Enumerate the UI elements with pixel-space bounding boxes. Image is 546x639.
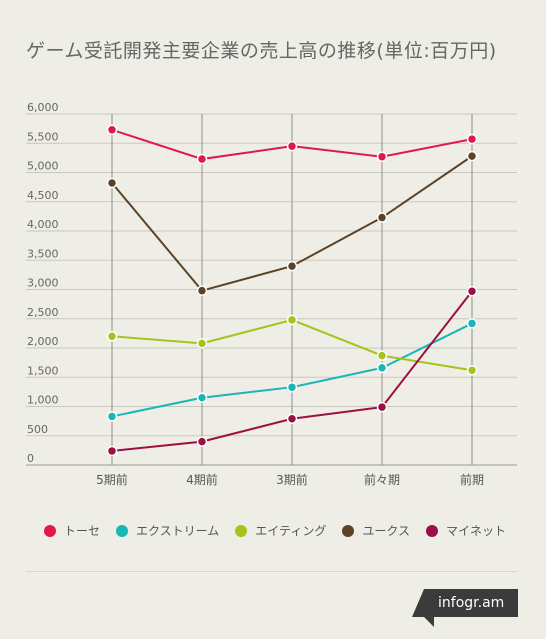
chart-legend: トーセ エクストリーム エイティング ユークス マイネット — [44, 522, 522, 539]
legend-item[interactable]: トーセ — [44, 522, 100, 539]
y-tick-label: 4,500 — [27, 189, 59, 202]
x-tick-label: 3期前 — [276, 472, 308, 487]
data-point — [106, 124, 118, 136]
data-point — [466, 286, 478, 297]
data-point — [106, 411, 118, 422]
legend-dot-icon — [425, 524, 438, 537]
y-tick-label: 0 — [27, 452, 34, 465]
data-point — [196, 392, 208, 403]
y-tick-label: 1,500 — [27, 364, 59, 377]
line-chart: 0 500 1,000 1,500 2,000 2,500 3,000 3,500 4,000 4… — [26, 101, 517, 487]
y-tick-label: 3,000 — [27, 277, 59, 290]
data-point — [286, 413, 298, 425]
data-point — [196, 338, 208, 349]
x-tick-label: 4期前 — [186, 472, 218, 487]
data-point — [106, 445, 118, 457]
y-tick-label: 5,000 — [27, 160, 59, 173]
legend-dot-icon — [235, 524, 248, 537]
y-tick-label: 500 — [27, 423, 48, 436]
legend-label: ユークス — [362, 524, 410, 538]
data-point — [376, 350, 388, 361]
legend-label: マイネット — [445, 524, 506, 538]
data-point — [286, 140, 298, 152]
data-point — [376, 362, 388, 374]
x-tick-label: 前期 — [460, 472, 484, 487]
y-tick-label: 2,000 — [27, 335, 59, 348]
data-point — [466, 133, 478, 145]
y-tick-label: 6,000 — [27, 101, 59, 114]
legend-label: エクストリーム — [136, 524, 220, 538]
badge-tail-icon — [424, 617, 434, 627]
legend-label: トーセ — [64, 524, 101, 538]
data-point — [466, 318, 478, 329]
data-point — [376, 212, 388, 223]
x-tick-label: 前々期 — [364, 472, 400, 487]
legend-dot-icon — [44, 524, 56, 537]
data-point — [286, 381, 298, 393]
data-point — [376, 401, 388, 413]
data-point — [466, 364, 478, 376]
data-point — [196, 285, 208, 296]
data-point — [286, 314, 298, 326]
legend-label: エイティング — [255, 524, 327, 538]
data-point — [376, 151, 388, 162]
y-tick-label: 1,000 — [27, 394, 59, 407]
infogram-badge[interactable]: infogr.am — [412, 589, 518, 617]
legend-dot-icon — [342, 524, 355, 537]
y-tick-label: 3,500 — [27, 247, 59, 260]
data-point — [106, 177, 118, 189]
data-point — [286, 260, 298, 272]
legend-item[interactable]: エクストリーム — [116, 522, 219, 539]
legend-dot-icon — [116, 524, 129, 537]
data-point — [196, 436, 208, 447]
y-tick-label: 5,500 — [27, 130, 59, 143]
y-tick-label: 2,500 — [27, 306, 59, 319]
x-tick-label: 5期前 — [96, 472, 128, 487]
data-point — [466, 150, 478, 162]
y-tick-label: 4,000 — [27, 218, 59, 231]
divider — [26, 571, 517, 572]
chart-title: ゲーム受託開発主要企業の売上高の推移(単位:百万円) — [26, 40, 497, 62]
data-point — [106, 331, 118, 342]
data-point — [196, 153, 208, 165]
legend-item[interactable]: ユークス — [342, 522, 410, 539]
legend-item[interactable]: エイティング — [235, 522, 326, 539]
legend-item[interactable]: マイネット — [425, 522, 506, 539]
